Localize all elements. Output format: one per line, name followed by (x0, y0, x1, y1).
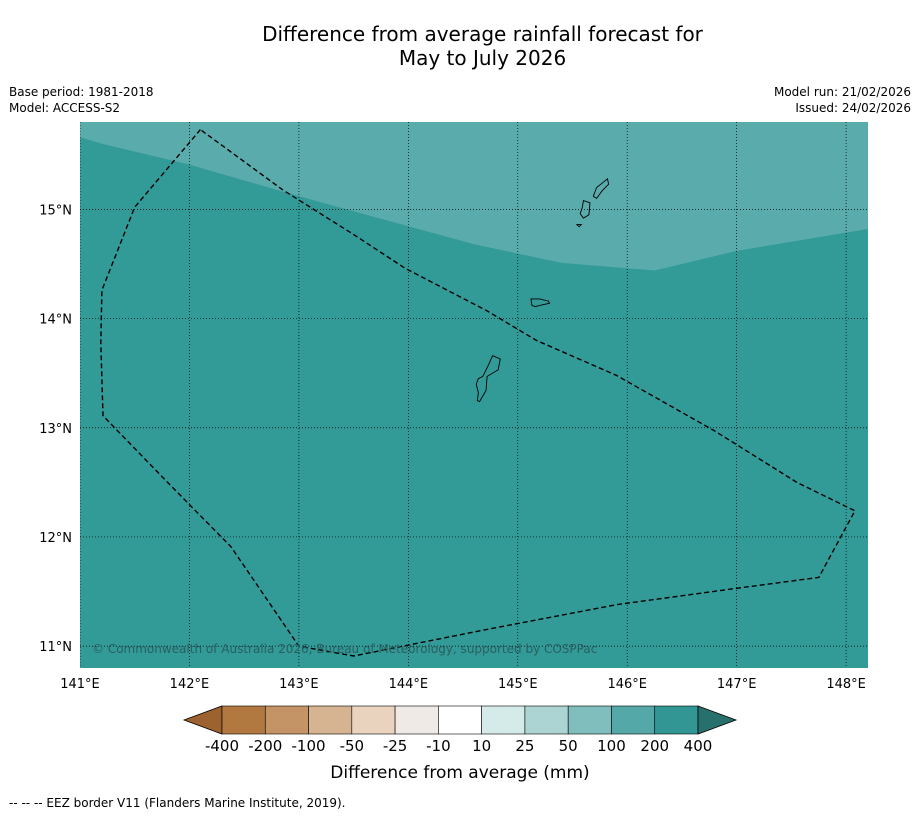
colorbar-tick-label: 200 (640, 737, 669, 755)
colorbar-tick-label: -50 (340, 737, 365, 755)
chart-title: Difference from average rainfall forecas… (0, 22, 919, 70)
lat-tick-label: 13°N (39, 422, 72, 437)
lon-tick-label: 142°E (170, 677, 210, 692)
colorbar-extend-low (182, 705, 223, 735)
copyright-notice: © Commonwealth of Australia 2026, Bureau… (92, 642, 597, 656)
meta-right: Model run: 21/02/2026 Issued: 24/02/2026 (774, 84, 911, 116)
forecast-map: 141°E 142°E 143°E 144°E 145°E 146°E 147°E 148°E… (39, 122, 868, 783)
colorbar-tick-label: -200 (248, 737, 282, 755)
colorbar-bin (394, 705, 439, 735)
colorbar-bin (654, 705, 699, 735)
lat-tick-label: 14°N (39, 313, 72, 328)
base-period: Base period: 1981-2018 (9, 85, 154, 99)
island-aguijan (575, 224, 583, 228)
colorbar-bin (221, 705, 266, 735)
colorbar-tick-label: -100 (292, 737, 326, 755)
eez-border-line (100, 129, 856, 657)
title-line-1: Difference from average rainfall forecas… (262, 22, 703, 46)
colorbar-tick-label: 25 (515, 737, 534, 755)
model-name: Model: ACCESS-S2 (9, 101, 121, 115)
colorbar-bin (438, 705, 482, 735)
map-plot-area (80, 122, 868, 668)
issued-date: Issued: 24/02/2026 (795, 101, 911, 115)
lon-tick-label: 148°E (826, 677, 866, 692)
colorbar-label: Difference from average (mm) (330, 763, 589, 783)
colorbar-tick-label: -10 (426, 737, 451, 755)
meta-left: Base period: 1981-2018 Model: ACCESS-S2 (9, 84, 154, 116)
colorbar-tick-label: -400 (205, 737, 239, 755)
colorbar-bin (611, 705, 656, 735)
island-guam (475, 355, 501, 403)
island-rota (530, 298, 551, 307)
colorbar-tick-label: 100 (597, 737, 626, 755)
lat-tick-label: 12°N (39, 531, 72, 546)
colorbar: -400 -200 -100 -50 -25 -10 10 25 50 100 200 400 (182, 705, 738, 755)
map-axes: 141°E 142°E 143°E 144°E 145°E 146°E 147°E 148°E… (39, 203, 866, 692)
colorbar-bin (351, 705, 396, 735)
lat-tick-label: 15°N (39, 203, 72, 218)
forecast-region-0 (80, 122, 868, 271)
colorbar-bin (567, 705, 612, 735)
island-saipan (592, 177, 610, 200)
colorbar-bin (264, 705, 309, 735)
lon-tick-label: 145°E (498, 677, 538, 692)
island-tinian (579, 200, 591, 219)
colorbar-bin (308, 705, 353, 735)
colorbar-tick-label: 50 (559, 737, 578, 755)
lon-tick-label: 144°E (389, 677, 429, 692)
colorbar-tick-label: 10 (472, 737, 491, 755)
colorbar-bin (524, 705, 569, 735)
lat-tick-label: 11°N (39, 640, 72, 655)
lon-tick-label: 141°E (60, 677, 100, 692)
colorbar-tick-label: -25 (383, 737, 408, 755)
colorbar-bin (481, 705, 526, 735)
lon-tick-label: 147°E (717, 677, 757, 692)
colorbar-extend-high (697, 705, 738, 735)
colorbar-tick-label: 400 (684, 737, 713, 755)
eez-border-legend: -- -- -- EEZ border V11 (Flanders Marine… (9, 796, 346, 810)
lon-tick-label: 143°E (279, 677, 319, 692)
lon-tick-label: 146°E (607, 677, 647, 692)
title-line-2: May to July 2026 (398, 46, 567, 70)
model-run: Model run: 21/02/2026 (773, 85, 911, 99)
